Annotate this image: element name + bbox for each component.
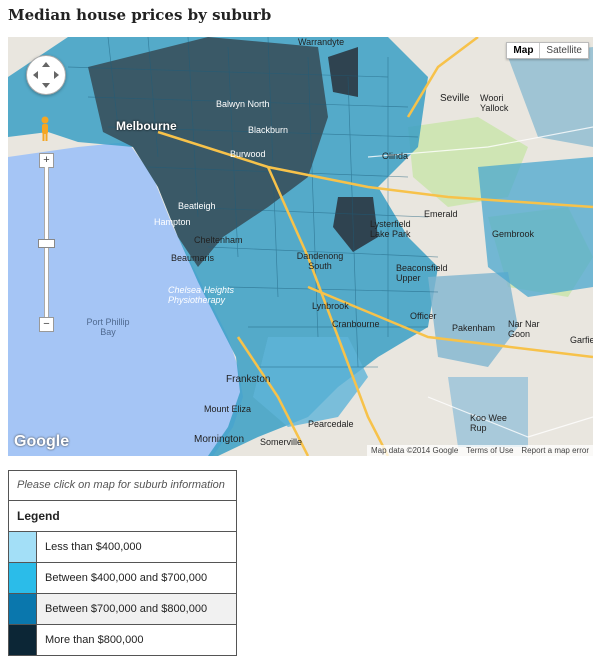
- legend-label: Between $400,000 and $700,000: [45, 572, 208, 584]
- legend-swatch: [9, 563, 37, 593]
- legend-swatch: [9, 594, 37, 624]
- suburb-info-text: Please click on map for suburb informati…: [9, 471, 236, 501]
- suburbs-koo-wee-rup[interactable]: [448, 377, 528, 447]
- attribution-text: Map data ©2014 Google: [370, 446, 459, 455]
- suburbs-high-price-region[interactable]: [88, 37, 328, 267]
- suburb-warrandyte[interactable]: [328, 47, 358, 97]
- map-type-control[interactable]: Map Satellite: [506, 42, 589, 59]
- main-roads: [157, 37, 593, 456]
- legend-label: Between $700,000 and $800,000: [37, 594, 236, 624]
- legend-label: Less than $400,000: [45, 541, 142, 553]
- pan-control[interactable]: [26, 55, 66, 95]
- zoom-in-button[interactable]: +: [39, 153, 54, 168]
- suburb-map[interactable]: Melbourne Balwyn North Blackburn Burwood…: [8, 37, 593, 456]
- report-error-link[interactable]: Report a map error: [521, 446, 589, 455]
- suburbs-northeast-region[interactable]: [508, 47, 593, 147]
- suburbs-pakenham-region[interactable]: [428, 272, 518, 367]
- zoom-slider-thumb[interactable]: [38, 239, 55, 248]
- legend-panel: Please click on map for suburb informati…: [8, 470, 237, 656]
- map-attribution: Map data ©2014 Google Terms of Use Repor…: [366, 445, 593, 456]
- suburbs-east-region[interactable]: [478, 157, 593, 297]
- legend-swatch: [9, 532, 37, 562]
- pan-arrows-icon: [33, 62, 59, 88]
- legend-label: More than $800,000: [45, 634, 144, 646]
- legend-row: Between $700,000 and $800,000: [9, 594, 236, 625]
- map-canvas[interactable]: [8, 37, 593, 456]
- legend-row: Between $400,000 and $700,000: [9, 563, 236, 594]
- map-type-satellite-button[interactable]: Satellite: [546, 45, 582, 56]
- terms-link[interactable]: Terms of Use: [466, 446, 514, 455]
- google-logo: Google: [14, 433, 70, 450]
- street-view-pegman-icon[interactable]: [40, 116, 50, 142]
- port-phillip-bay: [8, 142, 243, 456]
- legend-swatch: [9, 625, 37, 655]
- suburb-lysterfield[interactable]: [333, 197, 378, 252]
- map-type-map-button[interactable]: Map: [507, 43, 541, 58]
- legend-row: More than $800,000: [9, 625, 236, 655]
- zoom-out-button[interactable]: −: [39, 317, 54, 332]
- legend-row: Less than $400,000: [9, 532, 236, 563]
- page-title: Median house prices by suburb: [8, 6, 272, 24]
- legend-title: Legend: [9, 501, 236, 532]
- minor-roads: [367, 126, 593, 438]
